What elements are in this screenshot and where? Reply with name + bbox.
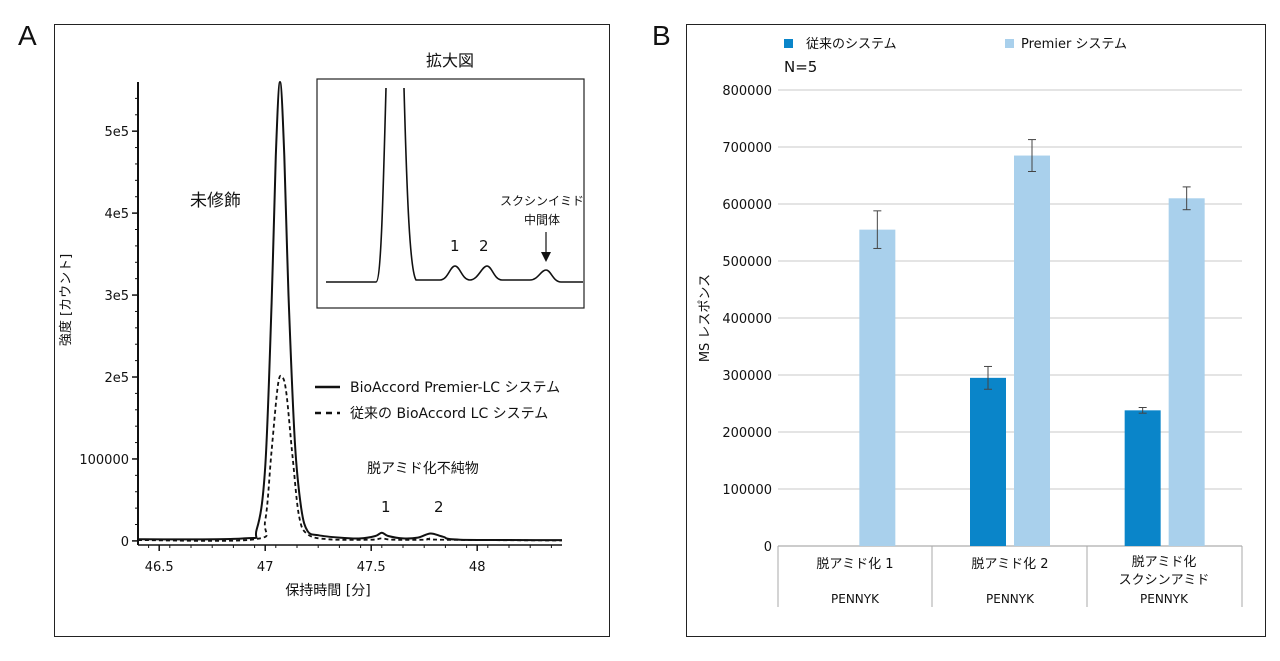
chromatogram-chart: 0 100000 2e5 3e5 4e5 5e5 46.5 47 47.5 48 強度 [カウン… (58, 51, 585, 599)
error-bars-group (873, 139, 1191, 414)
inset-arrow-head (541, 252, 551, 262)
y-tick-label: 200000 (722, 426, 772, 441)
y-tick-label: 100000 (722, 483, 772, 498)
legend: BioAccord Premier-LC システム 従来の BioAccord … (315, 380, 560, 422)
annotation-unmodified: 未修飾 (190, 191, 241, 211)
series-line-premier (137, 80, 563, 542)
inset-succinimide-line2: 中間体 (524, 212, 560, 227)
x-tick-label: 47 (257, 560, 274, 575)
panel-a-letter: A (18, 20, 37, 51)
y-axis-label: MS レスポンス (698, 274, 713, 362)
y-axis-label: 強度 [カウント] (58, 254, 74, 346)
legend-label-premier: Premier システム (1021, 37, 1127, 52)
y-tick-label: 4e5 (104, 207, 129, 222)
legend-dashed-label: 従来の BioAccord LC システム (350, 406, 548, 422)
inset-peak-1: 1 (450, 237, 460, 255)
series-group (137, 80, 563, 542)
y-tick-label: 500000 (722, 255, 772, 270)
category-peptide-1: PENNYK (831, 592, 880, 606)
legend-label-conventional: 従来のシステム (806, 37, 897, 52)
y-tick-label: 3e5 (104, 289, 129, 304)
inset-title: 拡大図 (426, 51, 474, 70)
y-tick-label: 400000 (722, 312, 772, 327)
category-table: 脱アミド化 1 PENNYK 脱アミド化 2 PENNYK 脱アミド化 スクシン… (777, 546, 1243, 607)
category-label-2: 脱アミド化 2 (971, 557, 1048, 572)
y-tick-label: 600000 (722, 198, 772, 213)
y-tick-label: 0 (764, 540, 772, 555)
ms-response-bar-chart: 従来のシステム Premier システム N=5 MS レスポンス 0 10000… (698, 37, 1243, 607)
bar-conventional-2 (970, 377, 1006, 546)
category-peptide-2: PENNYK (986, 592, 1035, 606)
inset-peak-2: 2 (479, 237, 489, 255)
annotation-peak-2: 2 (434, 498, 444, 516)
sample-size-note: N=5 (784, 58, 817, 76)
inset: 拡大図 1 2 スクシンイミド 中間体 (316, 51, 585, 309)
y-tick-label: 800000 (722, 84, 772, 99)
y-tick-label: 100000 (79, 453, 129, 468)
bar-premier-3 (1168, 198, 1205, 547)
annotation-impurities: 脱アミド化不純物 (367, 461, 479, 477)
x-tick-label: 47.5 (357, 560, 386, 575)
y-tick-label: 5e5 (104, 125, 129, 140)
bars-group (859, 155, 1205, 547)
y-tick-label: 300000 (722, 369, 772, 384)
y-tick-label: 700000 (722, 141, 772, 156)
bar-conventional-3 (1124, 410, 1161, 546)
annotation-peak-1: 1 (381, 498, 391, 516)
x-ticks-group: 46.5 47 47.5 48 (145, 545, 552, 575)
bar-premier-1 (859, 229, 896, 546)
category-label-3: 脱アミド化 (1132, 555, 1197, 570)
inset-trace (326, 87, 583, 283)
category-label-1: 脱アミド化 1 (816, 557, 893, 572)
category-peptide-3: PENNYK (1140, 592, 1189, 606)
legend-solid-label: BioAccord Premier-LC システム (350, 380, 560, 396)
gridlines-group (778, 89, 1242, 547)
y-tick-label: 0 (121, 535, 129, 550)
x-axis-label: 保持時間 [分] (285, 583, 370, 599)
panel-b-letter: B (652, 20, 671, 51)
y-tick-label: 2e5 (104, 371, 129, 386)
series-line-conventional (137, 374, 563, 542)
y-ticks-group: 0 100000 2e5 3e5 4e5 5e5 (79, 97, 138, 550)
legend-swatch-premier (1005, 39, 1014, 48)
legend-swatch-conventional (784, 39, 793, 48)
category-label-3-line2: スクシンアミド (1119, 573, 1210, 588)
x-tick-label: 48 (469, 560, 486, 575)
x-tick-label: 46.5 (145, 560, 174, 575)
y-ticks-group: 0 100000 200000 300000 400000 500000 600000 700… (722, 84, 772, 555)
bar-premier-2 (1014, 155, 1050, 547)
inset-succinimide-line1: スクシンイミド (500, 194, 584, 208)
